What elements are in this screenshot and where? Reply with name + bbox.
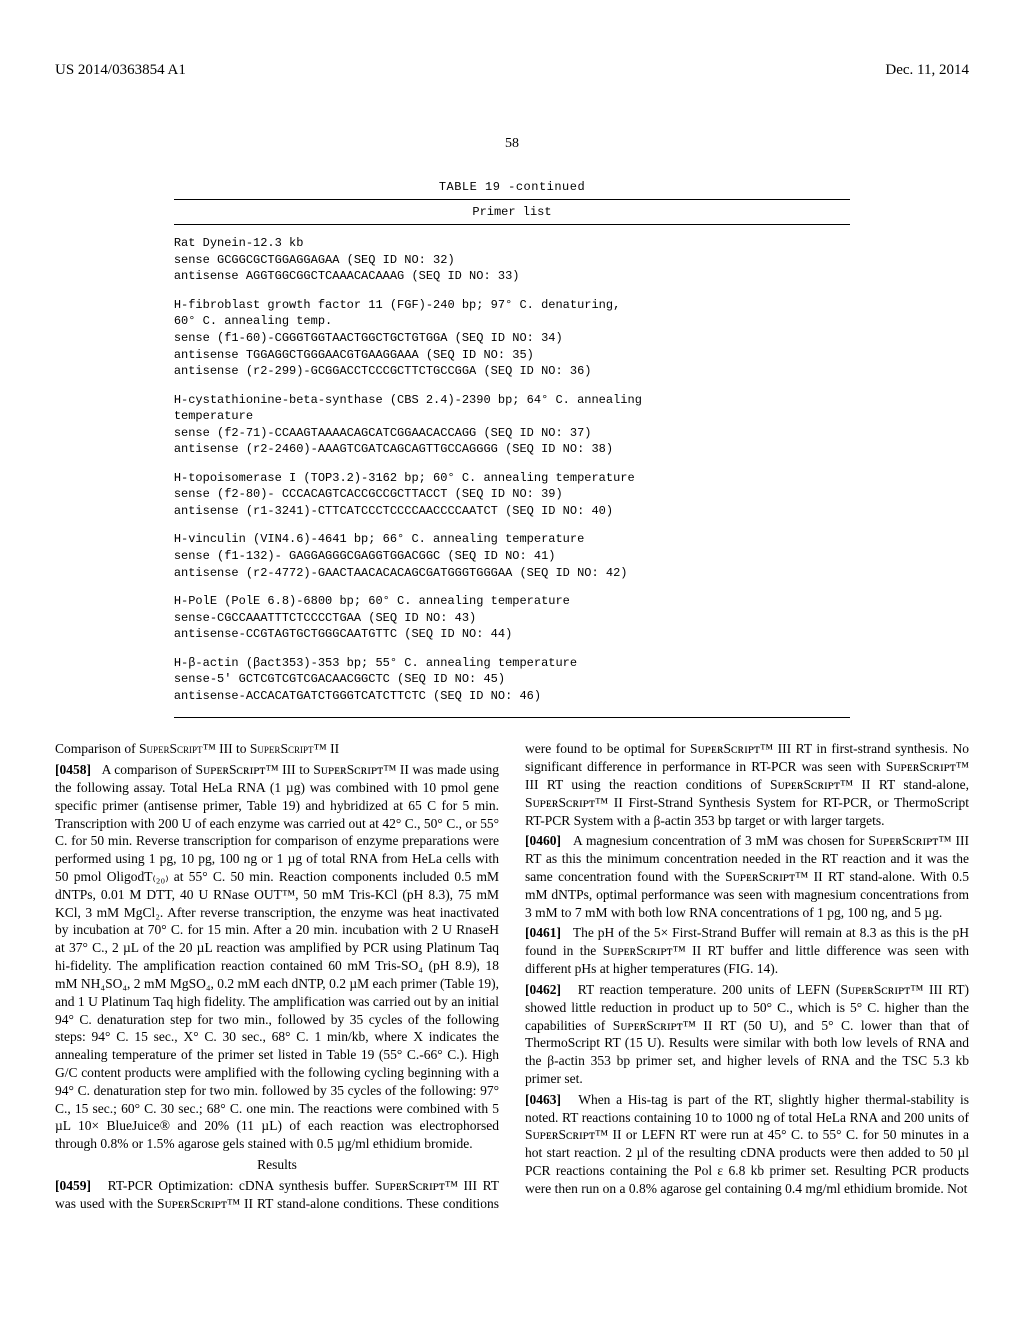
page-header: US 2014/0363854 A1 Dec. 11, 2014 (55, 60, 969, 80)
para-text: When a His-tag is part of the RT, slight… (525, 1092, 969, 1196)
para-text: The pH of the 5× First-Strand Buffer wil… (525, 925, 969, 976)
page-number: 58 (55, 135, 969, 154)
para-label: [0460] (525, 833, 561, 848)
t: cript (288, 741, 314, 756)
results-title: Results (55, 1156, 499, 1174)
table-end-rule (174, 716, 850, 718)
t: S (170, 741, 178, 756)
para-label: [0458] (55, 762, 91, 777)
primer-block: H-fibroblast growth factor 11 (FGF)-240 … (174, 297, 850, 380)
t: uper (147, 741, 170, 756)
t: Comparison of S (55, 741, 147, 756)
para-text: A magnesium concentration of 3 mM was ch… (525, 833, 969, 919)
para-label: [0463] (525, 1092, 561, 1107)
primer-block: H-β-actin (βact353)-353 bp; 55° C. annea… (174, 655, 850, 705)
t: cript (177, 741, 203, 756)
para-text: A comparison of SᴜᴘᴇʀSᴄʀɪᴘᴛ™ III to Sᴜᴘᴇ… (55, 762, 499, 1151)
primer-block: H-PolE (PolE 6.8)-6800 bp; 60° C. anneal… (174, 593, 850, 643)
para-text: RT reaction temperature. 200 units of LE… (525, 982, 969, 1086)
primer-table: TABLE 19 -continued Primer list Rat Dyne… (174, 179, 850, 718)
para-0458: [0458] A comparison of SᴜᴘᴇʀSᴄʀɪᴘᴛ™ III … (55, 761, 499, 1153)
para-0460: [0460] A magnesium concentration of 3 mM… (525, 832, 969, 921)
para-label: [0461] (525, 925, 561, 940)
para-label: [0462] (525, 982, 561, 997)
primer-block: H-topoisomerase I (TOP3.2)-3162 bp; 60° … (174, 470, 850, 520)
t: ™ III to S (203, 741, 258, 756)
t: uper (257, 741, 280, 756)
table-subtitle: Primer list (174, 199, 850, 226)
primer-block: H-cystathionine-beta-synthase (CBS 2.4)-… (174, 392, 850, 458)
primer-block: Rat Dynein-12.3 kb sense GCGGCGCTGGAGGAG… (174, 235, 850, 285)
header-right: Dec. 11, 2014 (885, 60, 969, 80)
para-0463: [0463] When a His-tag is part of the RT,… (525, 1091, 969, 1198)
para-0462: [0462] RT reaction temperature. 200 unit… (525, 981, 969, 1088)
t: S (280, 741, 288, 756)
section-title: Comparison of SuperScript™ III to SuperS… (55, 740, 499, 758)
para-0461: [0461] The pH of the 5× First-Strand Buf… (525, 924, 969, 977)
table-title: TABLE 19 -continued (174, 179, 850, 196)
t: ™ II (313, 741, 339, 756)
para-label: [0459] (55, 1178, 91, 1193)
primer-block: H-vinculin (VIN4.6)-4641 bp; 66° C. anne… (174, 531, 850, 581)
body-columns: Comparison of SuperScript™ III to SuperS… (55, 740, 969, 1212)
header-left: US 2014/0363854 A1 (55, 60, 186, 80)
